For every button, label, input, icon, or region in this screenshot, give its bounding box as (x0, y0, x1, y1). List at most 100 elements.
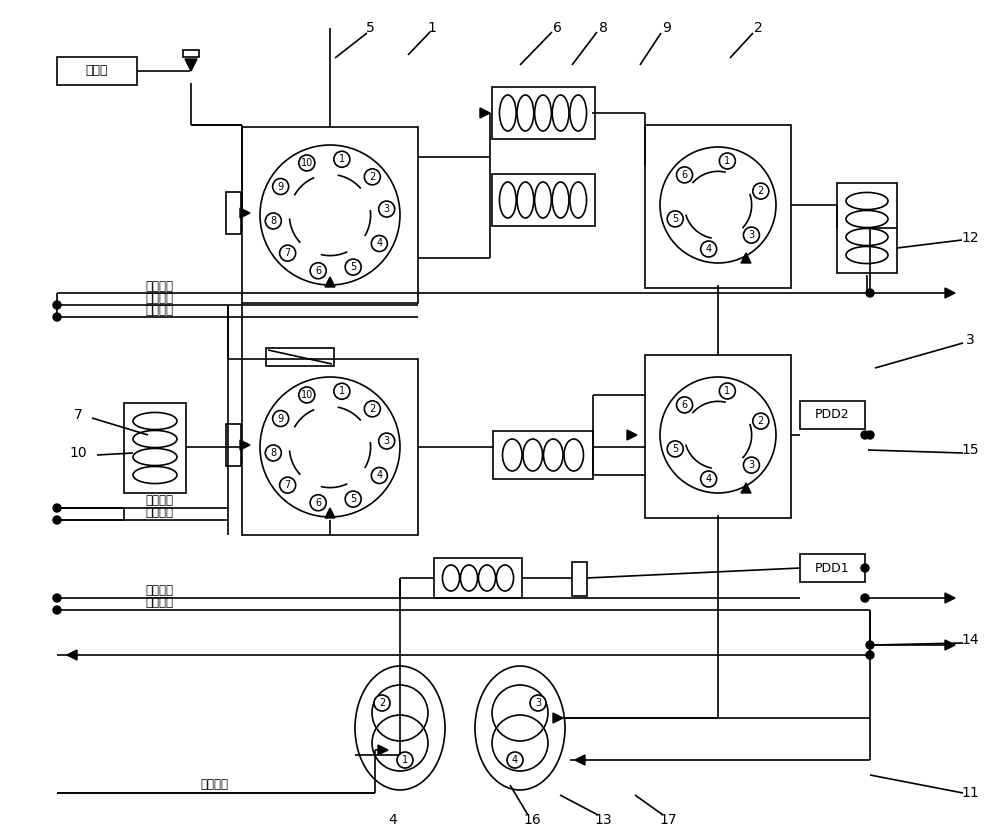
Polygon shape (945, 640, 955, 650)
Text: 第四载气: 第四载气 (145, 494, 173, 508)
Circle shape (334, 383, 350, 399)
Text: 3: 3 (748, 460, 755, 470)
Text: 13: 13 (594, 813, 612, 827)
Text: 4: 4 (376, 239, 382, 249)
Text: 4: 4 (512, 755, 518, 765)
Circle shape (753, 413, 769, 429)
Circle shape (861, 594, 869, 602)
Polygon shape (378, 745, 388, 755)
Text: 11: 11 (961, 786, 979, 800)
Polygon shape (741, 253, 751, 263)
Text: 9: 9 (278, 413, 284, 423)
Text: 1: 1 (724, 156, 730, 166)
Bar (226, 192, 241, 234)
Circle shape (273, 179, 289, 195)
Text: 7: 7 (74, 408, 82, 422)
Text: 5: 5 (366, 21, 374, 35)
Bar (800, 554, 865, 582)
Circle shape (371, 468, 387, 483)
Text: 2: 2 (758, 186, 764, 196)
Bar (183, 50, 199, 57)
Text: 1: 1 (402, 755, 408, 765)
Circle shape (345, 491, 361, 507)
Circle shape (866, 651, 874, 659)
Text: 4: 4 (706, 244, 712, 254)
Text: 5: 5 (350, 494, 356, 504)
Text: 10: 10 (69, 446, 87, 460)
Text: 第五载气: 第五载气 (145, 507, 173, 519)
Text: 第七载气: 第七载气 (145, 596, 173, 610)
Circle shape (334, 151, 350, 167)
Text: 5: 5 (672, 444, 678, 454)
Polygon shape (553, 713, 563, 723)
Bar (645, 355, 791, 518)
Text: 第六载气: 第六载气 (145, 584, 173, 598)
Text: 8: 8 (270, 448, 276, 458)
Circle shape (53, 313, 61, 321)
Circle shape (53, 516, 61, 524)
Text: 12: 12 (961, 231, 979, 245)
Polygon shape (480, 108, 490, 118)
Text: 17: 17 (659, 813, 677, 827)
Circle shape (265, 213, 281, 229)
Circle shape (53, 594, 61, 602)
Text: 第三载气: 第三载气 (145, 303, 173, 316)
Circle shape (701, 241, 717, 257)
Text: 8: 8 (599, 21, 607, 35)
Bar (837, 183, 897, 273)
Text: 1: 1 (428, 21, 436, 35)
Text: 3: 3 (384, 436, 390, 446)
Circle shape (374, 695, 390, 711)
Circle shape (507, 752, 523, 768)
Circle shape (310, 495, 326, 511)
Polygon shape (741, 483, 751, 493)
Text: 2: 2 (369, 404, 375, 414)
Circle shape (379, 201, 395, 217)
Polygon shape (240, 208, 250, 218)
Circle shape (345, 259, 361, 275)
Polygon shape (185, 59, 197, 71)
Bar (124, 403, 186, 493)
Text: 9: 9 (663, 21, 671, 35)
Circle shape (280, 477, 296, 493)
Text: 2: 2 (754, 21, 762, 35)
Polygon shape (67, 650, 77, 660)
Polygon shape (945, 593, 955, 603)
Text: PDD1: PDD1 (815, 561, 849, 574)
Circle shape (379, 433, 395, 449)
Text: 2: 2 (758, 416, 764, 426)
Text: 8: 8 (270, 216, 276, 226)
Circle shape (371, 235, 387, 251)
Text: 5: 5 (672, 214, 678, 224)
Bar (645, 125, 791, 288)
Text: 1: 1 (339, 154, 345, 164)
Bar (266, 348, 334, 366)
Circle shape (667, 441, 683, 457)
Text: 9: 9 (278, 181, 284, 191)
Circle shape (677, 167, 693, 183)
Bar (800, 401, 865, 429)
Polygon shape (945, 288, 955, 298)
Text: 3: 3 (966, 333, 974, 347)
Text: 5: 5 (350, 262, 356, 272)
Circle shape (265, 445, 281, 461)
Circle shape (866, 641, 874, 649)
Circle shape (743, 227, 759, 243)
Circle shape (310, 263, 326, 279)
Circle shape (53, 301, 61, 309)
Circle shape (299, 155, 315, 171)
Circle shape (53, 504, 61, 512)
Bar (492, 87, 594, 139)
Circle shape (866, 289, 874, 297)
Bar (572, 562, 587, 596)
Circle shape (861, 564, 869, 572)
Text: 6: 6 (681, 400, 688, 410)
Circle shape (677, 397, 693, 412)
Polygon shape (325, 508, 335, 518)
Circle shape (364, 169, 380, 185)
Bar (242, 127, 418, 303)
Circle shape (743, 457, 759, 473)
Text: 4: 4 (706, 474, 712, 484)
Text: 10: 10 (301, 158, 313, 168)
Circle shape (667, 211, 683, 227)
